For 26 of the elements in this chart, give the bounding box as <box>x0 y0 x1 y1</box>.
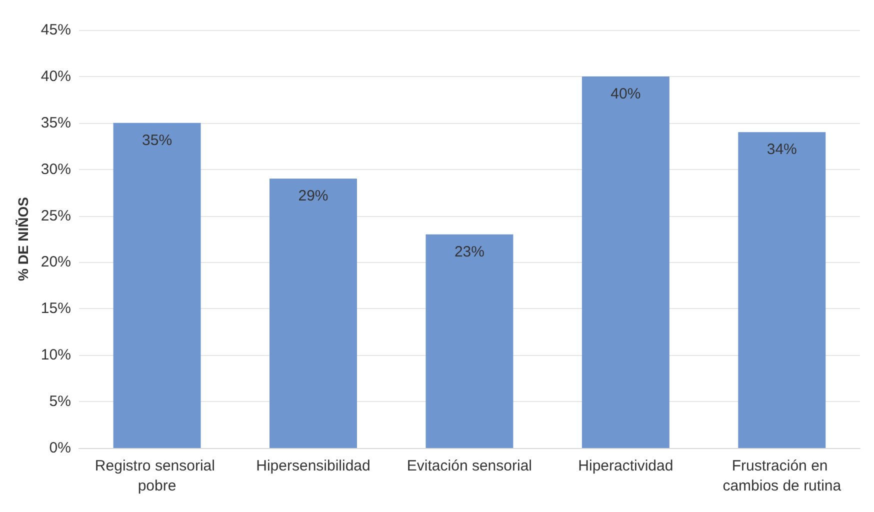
bar <box>426 234 514 448</box>
y-tick-label: 30% <box>40 160 71 178</box>
x-tick-label: Hiperactividad <box>578 458 674 474</box>
bar <box>582 76 670 448</box>
y-tick-label: 0% <box>49 440 71 456</box>
y-tick-label: 45% <box>40 22 71 38</box>
data-label: 40% <box>610 85 641 102</box>
y-tick-label: 35% <box>40 114 71 132</box>
data-label: 34% <box>766 141 797 158</box>
x-tick-label: Registro sensorial pobre <box>94 458 220 494</box>
x-tick-label: Frustración en cambios de rutina <box>722 458 842 494</box>
y-tick-label: 20% <box>40 254 71 271</box>
y-tick-label: 15% <box>40 300 71 318</box>
y-tick-label: 5% <box>49 393 71 410</box>
bar <box>738 132 826 448</box>
data-label: 35% <box>142 132 172 149</box>
y-tick-label: 25% <box>40 207 71 224</box>
data-label: 23% <box>454 243 484 260</box>
bar <box>113 122 201 448</box>
bar <box>270 178 357 448</box>
x-tick-label: Evitación sensorial <box>406 458 532 474</box>
y-tick-label: 10% <box>40 346 71 364</box>
y-axis-title: % DE NIÑOS <box>15 196 31 282</box>
data-label: 29% <box>298 188 328 205</box>
y-tick-label: 40% <box>40 68 71 85</box>
x-tick-label: Hipersensibilidad <box>256 458 370 474</box>
